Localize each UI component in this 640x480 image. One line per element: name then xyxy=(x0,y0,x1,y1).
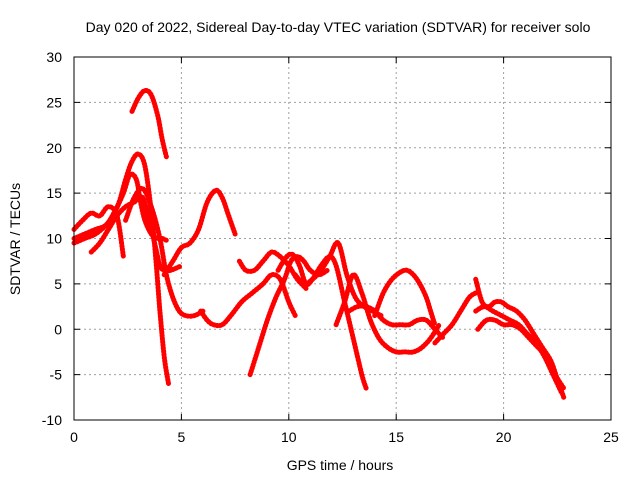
series-arc-11 xyxy=(275,251,369,391)
series-arc-15 xyxy=(372,267,438,328)
plot-frame xyxy=(73,56,612,421)
chart-title: Day 020 of 2022, Sidereal Day-to-day VTE… xyxy=(86,19,591,35)
series-arc-17 xyxy=(473,276,567,400)
series-arc-19 xyxy=(473,304,565,396)
x-tick-label: 5 xyxy=(178,429,186,445)
series-arc-6 xyxy=(123,185,206,319)
x-tick-label: 15 xyxy=(388,429,404,445)
y-tick-label: 0 xyxy=(54,321,62,337)
series-arc-7 xyxy=(161,187,238,278)
tick-labels: 0 5 10 15 20 25 -10 -5 0 5 10 15 20 25 30 xyxy=(42,49,619,445)
x-axis-label: GPS time / hours xyxy=(287,457,394,473)
series-arc-16 xyxy=(432,290,479,346)
y-tick-label: 25 xyxy=(46,94,62,110)
y-axis-label: SDTVAR / TECUs xyxy=(7,183,23,295)
series-arc-13 xyxy=(333,272,442,355)
data-series-group xyxy=(71,87,567,400)
y-tick-label: 20 xyxy=(46,140,62,156)
series-arc-3 xyxy=(71,151,171,387)
y-tick-label: -10 xyxy=(42,412,62,428)
grid-lines xyxy=(74,57,611,420)
x-tick-label: 0 xyxy=(70,429,78,445)
series-arc-10 xyxy=(247,254,330,378)
series-arc-5 xyxy=(129,87,169,160)
series-arc-8 xyxy=(198,272,298,329)
x-tick-label: 20 xyxy=(496,429,512,445)
x-tick-label: 10 xyxy=(281,429,297,445)
y-tick-label: 10 xyxy=(46,231,62,247)
y-tick-label: 5 xyxy=(54,276,62,292)
y-tick-label: -5 xyxy=(50,367,63,383)
series-arc-14 xyxy=(346,303,446,341)
x-tick-label: 25 xyxy=(603,429,619,445)
y-tick-label: 30 xyxy=(46,49,62,65)
y-tick-label: 15 xyxy=(46,185,62,201)
